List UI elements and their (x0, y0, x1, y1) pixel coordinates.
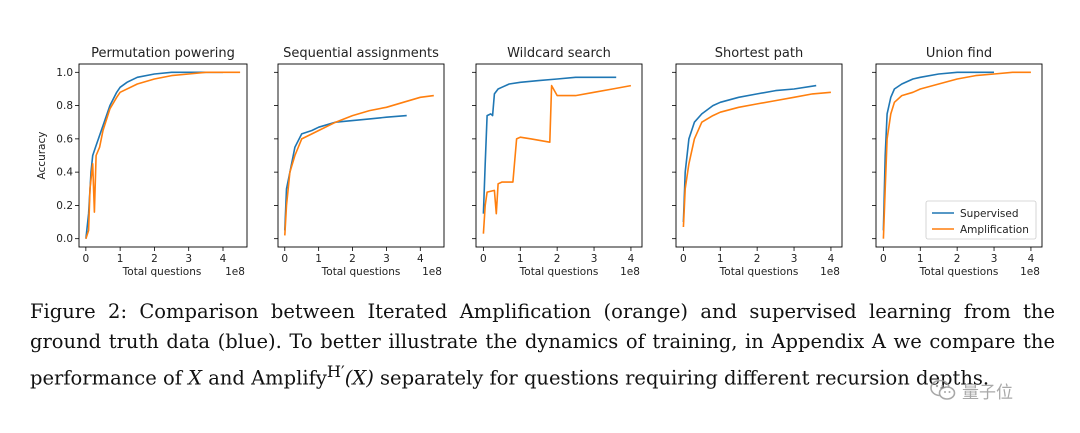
x-tick-label: 2 (754, 253, 761, 265)
x-tick-label: 1 (117, 253, 124, 265)
x-axis-multiplier: 1e8 (422, 266, 442, 278)
legend-label: Supervised (960, 208, 1019, 220)
figure-caption: Figure 2: Comparison between Iterated Am… (30, 297, 1055, 394)
series-line-2 (85, 71, 241, 239)
chart-panel-5: Union find 0 1 2 3 4 Total questions 1e8 Supervi… (872, 46, 1043, 278)
series-line-1 (482, 76, 617, 214)
series-line-2 (682, 91, 831, 228)
chart-title: Union find (926, 46, 992, 61)
x-tick-label: 1 (517, 253, 524, 265)
x-tick-label: 2 (151, 253, 158, 265)
series-line-1 (682, 84, 817, 223)
x-tick-label: 3 (383, 253, 390, 265)
caption-text-1: Figure 2: Comparison between Iterated Am… (30, 300, 1055, 390)
plot-frame (675, 63, 843, 248)
caption-text-2: separately for questions requiring diffe… (373, 366, 990, 390)
chart-panel-4: Shortest path 0 1 2 3 4 Total questions 1e8 (672, 46, 843, 278)
x-axis-multiplier: 1e8 (820, 266, 840, 278)
series-line-2 (882, 71, 1031, 239)
x-tick-label: 1 (917, 253, 924, 265)
x-tick-label: 0 (680, 253, 687, 265)
caption-and: and (202, 366, 252, 390)
figure-panels: Permutation powering 0 1 2 3 4 0.0 0.2 0.4 0.6 0.8… (36, 46, 1043, 278)
plot-frame (875, 63, 1043, 248)
x-tick-label: 3 (185, 253, 192, 265)
caption-superscript: H′ (326, 362, 345, 381)
x-tick-label: 0 (83, 253, 90, 265)
y-tick-label: 0.4 (56, 167, 73, 179)
legend-label: Amplification (960, 224, 1029, 236)
x-tick-label: 4 (417, 253, 424, 265)
caption-amplify: Amplify (251, 366, 327, 390)
series-line-1 (882, 71, 994, 231)
caption-arg: (X) (344, 366, 374, 390)
y-axis-label: Accuracy (36, 132, 48, 180)
y-tick-label: 0.0 (56, 233, 73, 245)
x-tick-label: 4 (220, 253, 227, 265)
x-tick-label: 3 (591, 253, 598, 265)
x-tick-label: 4 (828, 253, 835, 265)
x-axis-multiplier: 1e8 (1020, 266, 1040, 278)
watermark-text: 量子位 (962, 382, 1013, 403)
plot-frame (78, 63, 248, 248)
x-tick-label: 0 (880, 253, 887, 265)
plot-frame (475, 63, 643, 248)
wechat-icon (930, 379, 956, 400)
x-tick-label: 1 (717, 253, 724, 265)
chart-title: Permutation powering (91, 46, 235, 61)
x-axis-label: Total questions (919, 266, 999, 278)
x-axis-label: Total questions (122, 266, 202, 278)
chart-panel-1: Permutation powering 0 1 2 3 4 0.0 0.2 0.4 0.6 0.8… (36, 46, 248, 278)
x-axis-label: Total questions (519, 266, 599, 278)
y-tick-label: 1.0 (56, 67, 73, 79)
x-tick-label: 2 (954, 253, 961, 265)
x-tick-label: 4 (628, 253, 635, 265)
x-tick-label: 4 (1028, 253, 1035, 265)
watermark: 量子位 (930, 373, 1060, 407)
y-tick-label: 0.2 (56, 200, 73, 212)
caption-var-x: X (188, 366, 203, 390)
series-line-1 (284, 114, 407, 231)
series-line-2 (284, 94, 434, 236)
chart-panel-3: Wildcard search 0 1 2 3 4 Total questions 1e8 (472, 46, 643, 278)
x-tick-label: 0 (281, 253, 288, 265)
chart-title: Wildcard search (507, 46, 611, 61)
x-tick-label: 0 (480, 253, 487, 265)
y-tick-label: 0.8 (56, 100, 73, 112)
x-tick-label: 2 (554, 253, 561, 265)
x-axis-label: Total questions (719, 266, 799, 278)
plot-frame (277, 63, 445, 248)
x-axis-multiplier: 1e8 (620, 266, 640, 278)
x-tick-label: 2 (349, 253, 356, 265)
y-tick-label: 0.6 (56, 133, 73, 145)
series-line-2 (482, 84, 632, 234)
x-tick-label: 1 (315, 253, 322, 265)
chart-title: Shortest path (715, 46, 803, 61)
x-axis-label: Total questions (321, 266, 401, 278)
chart-title: Sequential assignments (283, 46, 439, 61)
x-tick-label: 3 (991, 253, 998, 265)
chart-panel-2: Sequential assignments 0 1 2 3 4 Total questio… (274, 46, 445, 278)
x-axis-multiplier: 1e8 (225, 266, 245, 278)
x-tick-label: 3 (791, 253, 798, 265)
series-line-1 (85, 71, 223, 239)
